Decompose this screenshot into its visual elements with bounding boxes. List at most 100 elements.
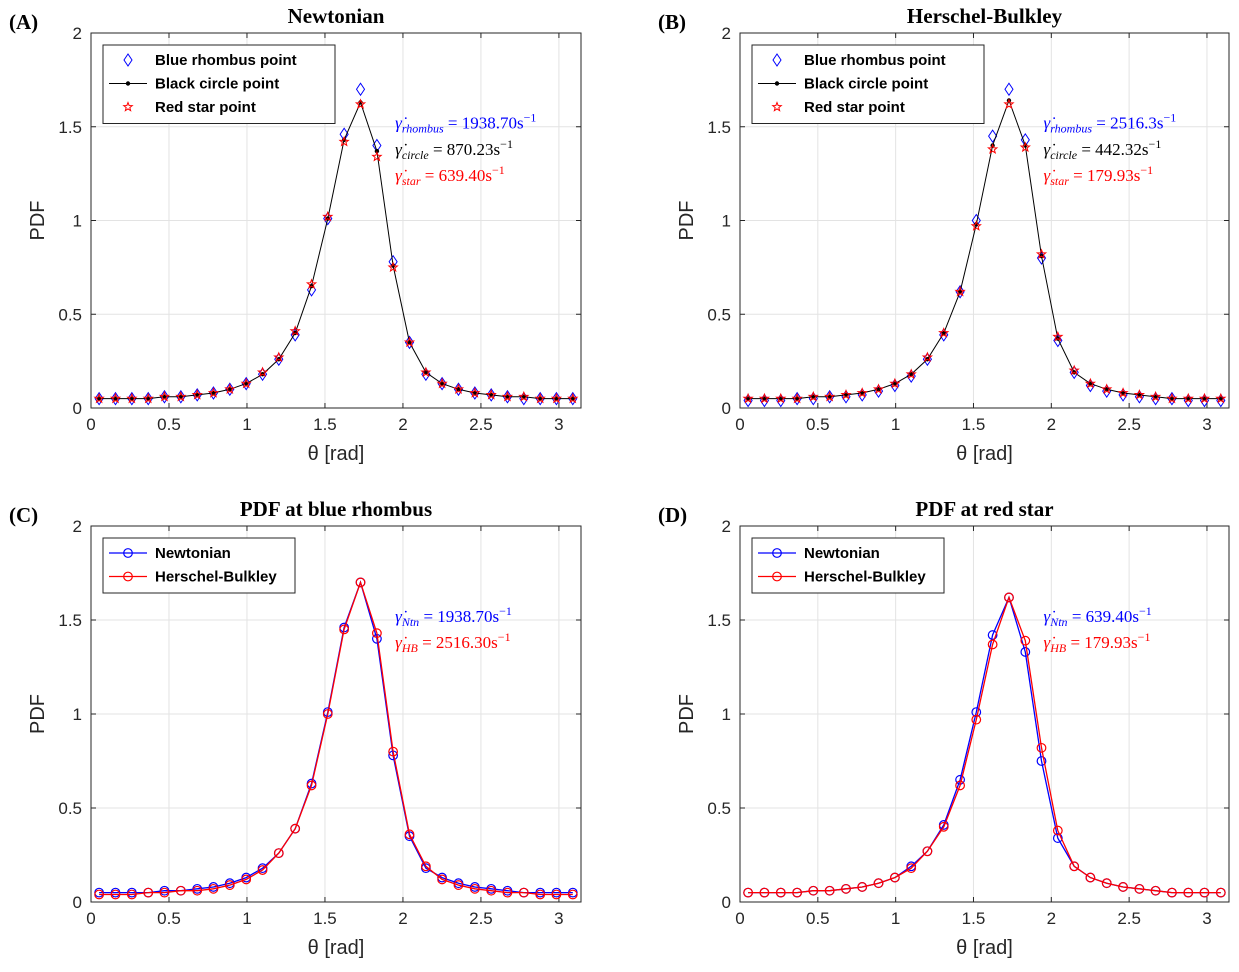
x-axis-label: θ [rad] bbox=[308, 443, 365, 465]
data-point bbox=[1036, 251, 1047, 265]
annotation-symbol: γ̇ bbox=[1044, 166, 1056, 185]
data-point bbox=[175, 390, 187, 402]
chart-title: PDF at red star bbox=[915, 497, 1053, 521]
legend: Newtonian Herschel-Bulkley bbox=[102, 537, 296, 594]
data-point bbox=[518, 390, 530, 402]
data-point bbox=[758, 392, 771, 404]
data-point bbox=[420, 366, 432, 378]
data-point bbox=[1084, 377, 1097, 389]
data-point bbox=[1036, 742, 1047, 753]
data-point bbox=[955, 284, 965, 299]
data-point bbox=[94, 889, 105, 900]
legend-label: Herschel-Bulkley bbox=[155, 569, 277, 586]
y-tick-label: 1.5 bbox=[707, 118, 731, 137]
data-point bbox=[535, 391, 545, 406]
data-point bbox=[889, 377, 901, 389]
data-point bbox=[1150, 885, 1161, 896]
data-point bbox=[921, 351, 934, 363]
data-point bbox=[486, 387, 496, 402]
data-point bbox=[1004, 82, 1014, 97]
annotation-superscript: −1 bbox=[492, 163, 505, 177]
data-point bbox=[93, 392, 105, 404]
annotation-value: = 870.23s bbox=[429, 140, 500, 159]
data-point bbox=[338, 135, 350, 147]
data-point bbox=[388, 746, 399, 757]
data-point bbox=[208, 883, 219, 894]
data-point bbox=[889, 872, 900, 883]
data-point bbox=[1134, 883, 1145, 894]
data-point bbox=[1166, 392, 1178, 404]
data-point bbox=[256, 366, 269, 378]
data-point bbox=[1101, 383, 1113, 395]
annotation-value: = 1938.70s bbox=[444, 114, 524, 133]
chart-panel-2: 0 0.5 1 1.5 2 2.5 3 0 0.5 1 1.5 2 Herschel-Bulkley (B… bbox=[658, 4, 1230, 465]
x-tick-label: 0.5 bbox=[806, 415, 830, 434]
annotation: γ̇Ntn = 639.40s−1 bbox=[1044, 604, 1152, 629]
data-point bbox=[534, 392, 546, 404]
annotation-symbol: γ̇ bbox=[395, 114, 407, 133]
legend-item: Newtonian bbox=[109, 545, 231, 562]
data-point bbox=[290, 327, 300, 342]
data-point bbox=[987, 143, 999, 155]
annotation-symbol: γ̇ bbox=[1044, 633, 1056, 652]
chart-title: Newtonian bbox=[288, 4, 385, 28]
data-point bbox=[453, 382, 464, 397]
data-point bbox=[824, 885, 835, 896]
data-point bbox=[289, 325, 301, 336]
annotation-subscript: star bbox=[1050, 174, 1069, 188]
data-point bbox=[305, 278, 318, 290]
x-tick-label: 1.5 bbox=[313, 415, 337, 434]
data-point bbox=[403, 336, 416, 348]
data-point bbox=[502, 887, 513, 898]
data-point bbox=[109, 392, 122, 404]
legend-marker bbox=[771, 101, 783, 112]
annotation-symbol: γ̇ bbox=[395, 166, 407, 185]
series-3 bbox=[93, 98, 579, 404]
data-point bbox=[159, 389, 170, 404]
annotation-symbol: γ̇ bbox=[1044, 140, 1056, 159]
data-point bbox=[1198, 392, 1211, 404]
legend-label: Blue rhombus point bbox=[804, 52, 946, 69]
legend-label: Red star point bbox=[804, 99, 905, 116]
x-tick-label: 1 bbox=[242, 415, 251, 434]
data-point bbox=[176, 389, 186, 404]
data-point bbox=[355, 577, 366, 588]
annotation: γ̇Ntn = 1938.70s−1 bbox=[395, 604, 512, 629]
annotation-subscript: HB bbox=[1049, 641, 1067, 655]
x-tick-label: 0 bbox=[86, 415, 95, 434]
x-tick-label: 1.5 bbox=[962, 909, 986, 928]
data-point bbox=[1052, 825, 1063, 836]
data-point bbox=[126, 889, 137, 900]
data-point bbox=[191, 388, 203, 400]
y-tick-label: 1.5 bbox=[707, 611, 731, 630]
annotation-value: = 442.32s bbox=[1077, 140, 1148, 159]
data-point bbox=[1068, 364, 1080, 376]
annotation-superscript: −1 bbox=[1140, 163, 1153, 177]
panel-label: (D) bbox=[658, 503, 687, 527]
y-tick-label: 2 bbox=[722, 24, 731, 43]
y-axis-label: PDF bbox=[27, 201, 49, 241]
data-point bbox=[224, 880, 235, 890]
x-tick-label: 3 bbox=[554, 415, 563, 434]
panel-label: (B) bbox=[658, 10, 686, 34]
legend-box bbox=[102, 44, 336, 124]
series-2 bbox=[743, 592, 1226, 898]
data-point bbox=[1199, 887, 1210, 898]
data-point bbox=[791, 392, 803, 404]
x-tick-label: 0.5 bbox=[157, 415, 181, 434]
data-point bbox=[273, 848, 284, 859]
axes-box bbox=[90, 32, 582, 409]
data-point bbox=[1118, 882, 1128, 892]
legend-box bbox=[751, 44, 985, 124]
x-tick-label: 1.5 bbox=[962, 415, 986, 434]
annotation-subscript: Ntn bbox=[401, 615, 419, 629]
data-point bbox=[743, 887, 753, 898]
annotation-superscript: −1 bbox=[1138, 630, 1151, 644]
data-point bbox=[322, 210, 334, 222]
data-point bbox=[987, 639, 998, 650]
data-point bbox=[322, 709, 333, 719]
y-tick-label: 1.5 bbox=[58, 118, 82, 137]
legend-marker bbox=[125, 81, 131, 86]
legend-box bbox=[751, 537, 945, 594]
x-tick-label: 0.5 bbox=[806, 909, 830, 928]
